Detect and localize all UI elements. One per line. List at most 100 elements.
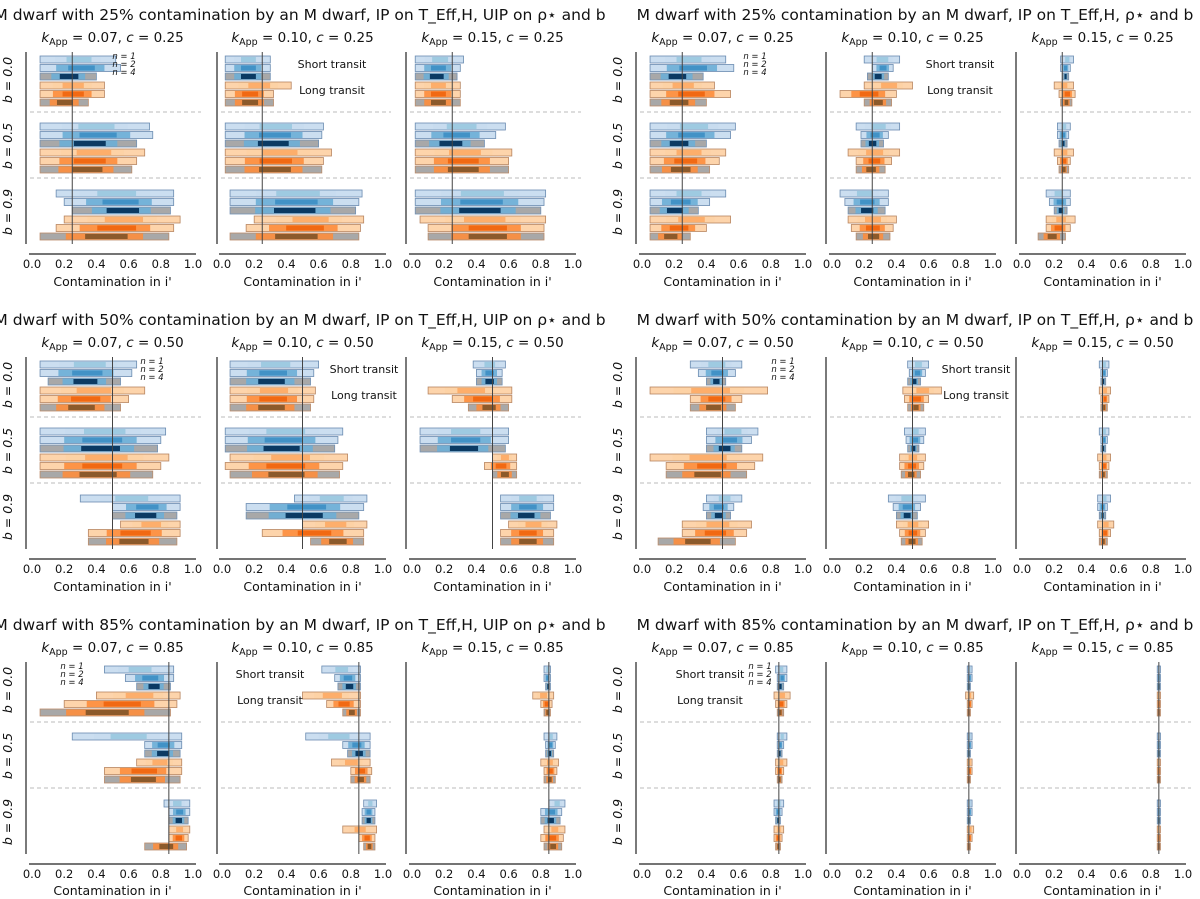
range-bar-core	[120, 530, 151, 536]
range-bar-core	[968, 701, 971, 707]
range-bar-core	[68, 65, 95, 71]
panel-title-k: k	[841, 640, 850, 656]
range-bar-core	[1103, 522, 1109, 527]
range-bar-core	[430, 100, 446, 105]
panel-title-kval: = 0.10,	[868, 335, 927, 351]
range-bar-core	[79, 472, 117, 477]
range-bar-core	[664, 234, 678, 239]
x-tick-label: 0.6	[119, 867, 137, 881]
x-tick-label: 0.6	[919, 867, 937, 881]
range-bar-core	[669, 100, 689, 105]
range-bar-core	[459, 208, 501, 213]
x-tick-label: 0.8	[762, 867, 780, 881]
range-bar-core	[366, 818, 371, 823]
range-bar-core	[136, 504, 159, 510]
panel: kApp = 0.10, c = 0.50 0.0 0.2 0.4 0.6 0.8 1.0 C…	[213, 335, 399, 594]
panel-title-kval: = 0.15,	[448, 640, 507, 656]
range-bar-core	[345, 760, 358, 765]
panel-title-kval: = 0.10,	[258, 640, 317, 656]
x-axis-label: Contamination in i'	[663, 579, 781, 594]
range-bar-core	[968, 693, 972, 698]
legend-n-label: n = 4	[60, 678, 83, 688]
range-bar-core	[1102, 472, 1105, 477]
range-bar-core	[460, 191, 504, 196]
range-bar-core	[135, 513, 157, 518]
range-bar-core	[1065, 57, 1070, 62]
range-bar-core	[1102, 379, 1105, 384]
x-tick-label: 0.6	[499, 257, 517, 271]
legend-n-label: n = 2	[771, 365, 794, 375]
b-value-label: b = 0.0	[610, 57, 625, 103]
x-tick-label: 0.2	[435, 867, 453, 881]
range-bar-core	[713, 379, 720, 384]
range-bar-core	[468, 225, 507, 231]
range-bar-core	[103, 701, 141, 707]
x-tick-label: 0.6	[309, 867, 327, 881]
x-axis-label: Contamination in i'	[433, 579, 551, 594]
range-bar-core	[248, 83, 271, 88]
x-axis-label: Contamination in i'	[663, 883, 781, 898]
panel-title-k: k	[651, 30, 660, 46]
range-bar-core	[881, 83, 898, 88]
range-bar-core	[1103, 396, 1107, 402]
range-bar-core	[868, 158, 881, 164]
panel-title-cval: = 0.85	[934, 640, 984, 656]
range-bar-core	[128, 667, 152, 672]
x-tick-label: 0.4	[697, 562, 715, 576]
range-bar-core	[449, 150, 481, 155]
range-bar-core	[460, 199, 503, 205]
range-bar-core	[439, 141, 463, 146]
x-tick-label: 0.0	[1013, 867, 1031, 881]
legend-n-label: n = 1	[60, 662, 83, 672]
range-bar-core	[258, 379, 285, 384]
panel-title-sub: App	[49, 342, 68, 353]
x-tick-label: 1.0	[184, 867, 202, 881]
legend-n-label: n = 4	[743, 68, 766, 78]
legend-n-label: n = 1	[140, 357, 163, 367]
range-bar-core	[72, 370, 103, 376]
b-value-label: b = 0.5	[0, 428, 15, 474]
x-tick-label: 0.8	[152, 562, 170, 576]
range-bar-core	[175, 835, 182, 841]
x-tick-label: 0.6	[919, 257, 937, 271]
panel-title-sub: App	[429, 342, 448, 353]
range-bar-core	[345, 684, 354, 689]
x-tick-label: 0.8	[152, 867, 170, 881]
x-tick-label: 1.0	[564, 257, 582, 271]
x-tick-label: 1.0	[794, 562, 812, 576]
panel-title-kval: = 0.10,	[258, 335, 317, 351]
range-bar-core	[548, 734, 553, 739]
panel-title-c: c	[506, 640, 514, 656]
range-bar-core	[286, 225, 324, 231]
range-bar-core	[85, 234, 128, 239]
legend-long-transit: Long transit	[331, 389, 397, 402]
range-bar-core	[66, 57, 92, 62]
x-tick-label: 0.4	[277, 867, 295, 881]
panel-title-cval: = 0.25	[514, 30, 564, 46]
range-bar-core	[546, 667, 549, 672]
range-bar-core	[119, 539, 149, 544]
x-tick-label: 0.2	[435, 562, 453, 576]
x-tick-label: 0.6	[729, 257, 747, 271]
range-bar-core	[68, 405, 95, 410]
range-bar-core	[779, 742, 782, 748]
panel-title-cval: = 0.25	[744, 30, 794, 46]
range-bar-core	[130, 777, 156, 782]
range-bar-core	[266, 463, 306, 469]
legend-n-label: n = 1	[112, 52, 135, 62]
range-bar-core	[285, 513, 323, 518]
x-tick-label: 0.6	[729, 867, 747, 881]
range-bar-core	[676, 57, 702, 62]
range-bar-core	[554, 801, 560, 806]
panel-title: kApp = 0.15, c = 0.85	[1031, 640, 1173, 658]
x-tick-label: 0.8	[1142, 257, 1160, 271]
legend-short-transit: Short transit	[942, 363, 1011, 376]
x-axis-label: Contamination in i'	[243, 883, 361, 898]
range-bar-core	[1064, 74, 1067, 79]
b-value-label: b = 0.0	[0, 667, 15, 713]
range-bar-core	[711, 370, 724, 376]
x-tick-label: 0.4	[467, 257, 485, 271]
range-bar-core	[779, 693, 785, 698]
range-bar-core	[778, 768, 782, 774]
x-tick-label: 0.8	[532, 867, 550, 881]
